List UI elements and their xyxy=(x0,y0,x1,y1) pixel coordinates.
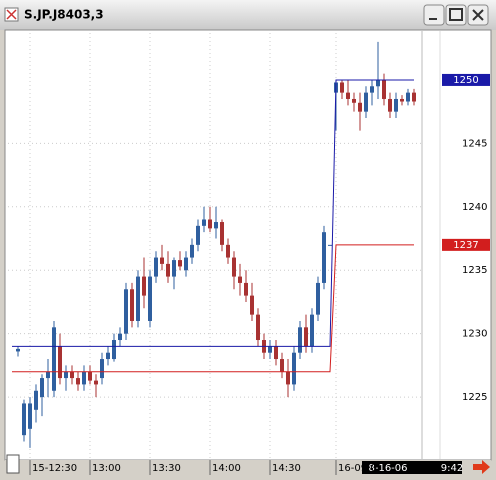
candle-body xyxy=(316,282,320,315)
candle-body xyxy=(406,92,410,102)
x-tick-label: 16-09:0 xyxy=(338,463,377,474)
candle-body xyxy=(154,257,158,277)
candle-body xyxy=(46,371,50,379)
price-box xyxy=(442,238,490,251)
candle-body xyxy=(142,276,146,296)
candle-body xyxy=(352,98,356,103)
candle-body xyxy=(64,371,68,379)
candle-body xyxy=(148,276,152,321)
app-icon-mark xyxy=(6,9,17,20)
candle-body xyxy=(196,225,200,245)
candle-body xyxy=(370,86,374,93)
y-tick-label: 1235 xyxy=(462,265,487,276)
y-tick-label: 1230 xyxy=(462,329,487,340)
candle-body xyxy=(220,222,224,245)
price-label: 1250 xyxy=(453,75,478,86)
candle-body xyxy=(16,348,20,352)
candle-body xyxy=(112,340,116,360)
candle-body xyxy=(202,219,206,226)
candle-body xyxy=(34,390,38,410)
candle-body xyxy=(244,282,248,296)
candle-body xyxy=(310,314,314,347)
scroll-arrow[interactable] xyxy=(473,460,490,474)
candle-body xyxy=(226,244,230,258)
candle-body xyxy=(250,295,254,315)
window-title: S.JP.J8403,3 xyxy=(24,8,104,22)
candle-body xyxy=(364,92,368,112)
maximize-button[interactable] xyxy=(445,4,467,26)
candle-body xyxy=(94,380,98,385)
candle-body xyxy=(256,314,260,341)
candle-body xyxy=(208,219,212,229)
candle-body xyxy=(358,102,362,112)
candle-body xyxy=(136,276,140,321)
candle-body xyxy=(292,352,296,385)
candle-body xyxy=(238,276,242,283)
candle-body xyxy=(322,232,326,283)
candle-body xyxy=(346,92,350,99)
price-box xyxy=(442,73,490,86)
x-tick-label: 13:30 xyxy=(152,463,181,474)
candle-body xyxy=(172,260,176,277)
candle-body xyxy=(286,371,290,385)
candle-body xyxy=(340,82,344,93)
candle-body xyxy=(76,378,80,385)
candle-body xyxy=(166,263,170,277)
x-tick-label: 15-12:30 xyxy=(32,463,77,474)
y-tick-label: 1245 xyxy=(462,138,487,149)
x-tick-label: 13:00 xyxy=(92,463,121,474)
candle-body xyxy=(106,352,110,360)
candle-body xyxy=(268,346,272,353)
candle-body xyxy=(280,359,284,372)
candle-body xyxy=(382,79,386,99)
candle-body xyxy=(160,257,164,264)
candle-body xyxy=(394,98,398,112)
candle-body xyxy=(22,403,26,436)
title-bar xyxy=(0,0,496,30)
y-tick-label: 1240 xyxy=(462,202,487,213)
candle-body xyxy=(130,289,134,321)
time-label: 9:42 xyxy=(441,463,463,474)
candle-body xyxy=(52,327,56,391)
candle-body xyxy=(40,378,44,398)
close-button[interactable] xyxy=(467,4,489,26)
candle-body xyxy=(298,327,302,353)
y-tick-label: 1225 xyxy=(462,392,487,403)
candle-body xyxy=(178,260,182,267)
date-box xyxy=(362,461,462,474)
scroll-box[interactable] xyxy=(6,454,20,474)
candle-body xyxy=(412,92,416,102)
chart-panel xyxy=(4,29,492,461)
minimize-button[interactable] xyxy=(423,4,445,26)
candle-body xyxy=(376,79,380,87)
candle-body xyxy=(118,333,122,341)
candle-body xyxy=(232,257,236,277)
candle-body xyxy=(190,244,194,258)
candle-body xyxy=(58,346,62,379)
candle-body xyxy=(214,222,218,229)
candle-body xyxy=(82,371,86,385)
x-tick-label: 14:00 xyxy=(212,463,241,474)
level-line xyxy=(12,244,414,373)
candle-body xyxy=(70,371,74,379)
candle-body xyxy=(100,359,104,379)
date-label: 8-16-06 xyxy=(368,463,407,474)
candle-body xyxy=(328,244,332,246)
candle-body xyxy=(388,98,392,112)
candle-body xyxy=(400,98,404,102)
candle-body xyxy=(28,403,32,429)
candle-body xyxy=(184,257,188,271)
price-label: 1237 xyxy=(453,240,478,251)
candle-body xyxy=(88,371,92,381)
candle-body xyxy=(274,346,278,360)
candle-body xyxy=(124,289,128,334)
x-tick-label: 14:30 xyxy=(272,463,301,474)
level-line xyxy=(12,79,414,347)
candle-body xyxy=(304,327,308,347)
